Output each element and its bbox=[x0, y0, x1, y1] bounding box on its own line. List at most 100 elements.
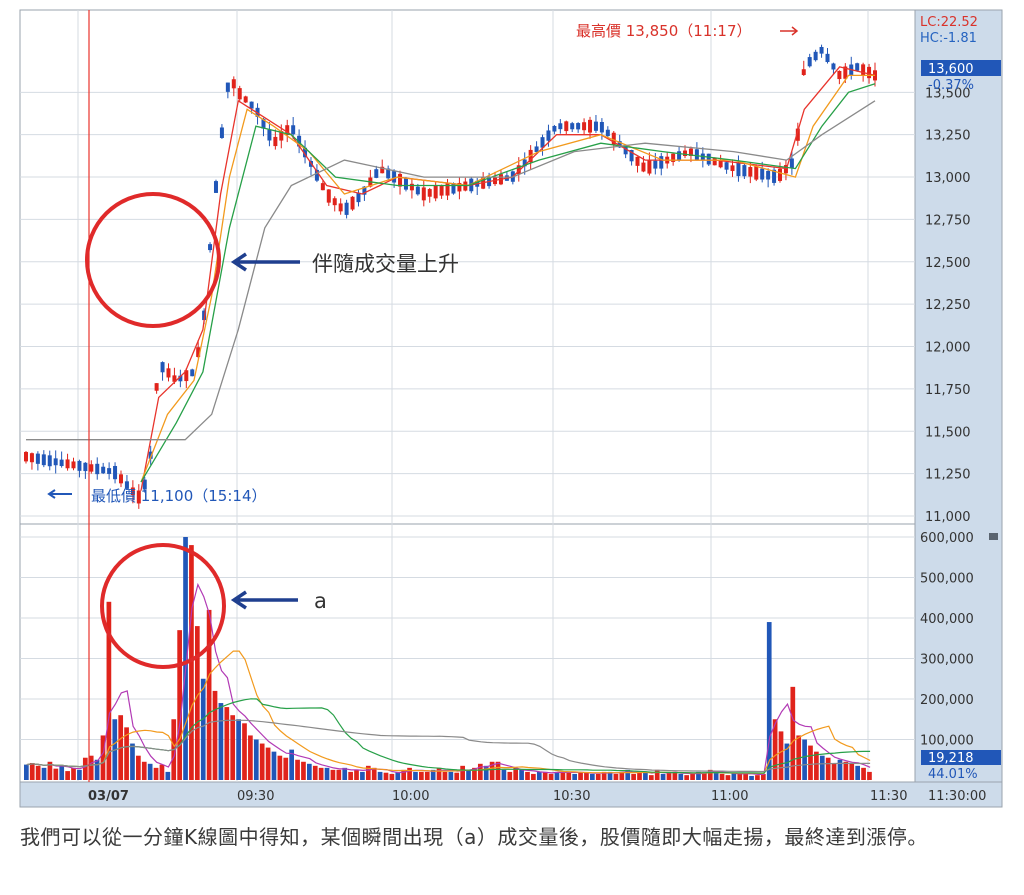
date-label: 03/07 bbox=[88, 789, 129, 804]
candle-body bbox=[671, 153, 676, 162]
high-annotation: 最高價 13,850（11:17） bbox=[576, 22, 751, 40]
candle-body bbox=[629, 150, 634, 162]
candle-body bbox=[683, 150, 688, 156]
candle-body bbox=[540, 137, 545, 148]
candle-body bbox=[398, 173, 403, 187]
candle-body bbox=[706, 153, 711, 165]
volume-bar bbox=[265, 747, 271, 780]
candle-body bbox=[344, 202, 349, 215]
price-tick-label: 12,750 bbox=[925, 213, 971, 228]
candle-body bbox=[273, 136, 278, 147]
chart-svg: 11,000 11,250 11,500 11,750 12,000 12,250 12,5… bbox=[19, 9, 1003, 808]
candle-body bbox=[653, 160, 658, 169]
volume-bar bbox=[749, 775, 754, 780]
candle-body bbox=[338, 203, 343, 212]
volume-bar bbox=[312, 765, 318, 780]
candle-body bbox=[736, 162, 741, 177]
volume-tick-label: 600,000 bbox=[920, 531, 974, 546]
time-tick-label: 11:30 bbox=[870, 789, 907, 804]
volume-bar bbox=[59, 765, 65, 780]
volume-bar bbox=[643, 771, 648, 780]
price-tick-label: 12,000 bbox=[925, 341, 971, 356]
price-change: -0.37% bbox=[928, 78, 974, 93]
volume-bar bbox=[849, 763, 855, 780]
price-tick-label: 13,500 bbox=[925, 86, 971, 101]
volume-bar bbox=[24, 764, 29, 780]
candle-body bbox=[593, 121, 598, 131]
volume-bar bbox=[778, 731, 784, 780]
price-axis: 11,000 11,250 11,500 11,750 12,000 12,250 12,5… bbox=[925, 86, 971, 525]
volume-bar bbox=[454, 772, 460, 780]
volume-bar bbox=[760, 773, 766, 780]
volume-bar bbox=[861, 767, 866, 780]
candle-body bbox=[659, 156, 664, 169]
candle-body bbox=[867, 66, 872, 79]
candle-body bbox=[261, 118, 266, 129]
candle-body bbox=[415, 186, 420, 195]
volume-bar bbox=[702, 772, 707, 780]
volume-bar bbox=[654, 769, 660, 780]
volume-bar bbox=[124, 727, 129, 780]
candle-body bbox=[374, 169, 379, 178]
moving-average-line bbox=[140, 83, 876, 483]
volume-bar bbox=[183, 537, 188, 780]
current-volume: 19,218 bbox=[928, 751, 974, 766]
candle-body bbox=[219, 127, 224, 138]
volume-bar bbox=[165, 771, 171, 780]
candle-body bbox=[754, 166, 759, 180]
volume-bar bbox=[236, 719, 241, 780]
volume-tick-label: 300,000 bbox=[920, 653, 974, 668]
volume-bar bbox=[808, 745, 813, 780]
volume-bar bbox=[283, 757, 289, 780]
volume-bar bbox=[230, 715, 236, 780]
candle-body bbox=[576, 123, 581, 130]
candle-body bbox=[285, 125, 290, 136]
candle-body bbox=[213, 181, 218, 193]
volume-bar bbox=[684, 775, 690, 780]
volume-bar bbox=[660, 773, 666, 780]
candle-body bbox=[588, 119, 593, 133]
candle-body bbox=[546, 130, 551, 141]
time-tick-label: 09:30 bbox=[237, 789, 274, 804]
volume-bar bbox=[719, 773, 725, 780]
volume-bar bbox=[194, 626, 200, 780]
volume-panel bbox=[24, 537, 872, 780]
candle-body bbox=[641, 162, 646, 172]
current-volume-badge bbox=[921, 750, 1001, 765]
volume-bar bbox=[354, 769, 359, 780]
volume-bar bbox=[825, 757, 831, 780]
volume-bar bbox=[430, 769, 436, 780]
candle-body bbox=[172, 375, 177, 382]
volume-bar bbox=[648, 775, 654, 780]
volume-bar bbox=[554, 771, 560, 780]
volume-bar bbox=[631, 773, 636, 780]
volume-bar bbox=[637, 771, 642, 780]
volume-bar bbox=[477, 763, 483, 780]
candle-body bbox=[712, 157, 717, 166]
candle-body bbox=[29, 453, 34, 463]
candle-body bbox=[142, 479, 147, 490]
panel-control-icon[interactable] bbox=[989, 533, 998, 540]
volume-bar bbox=[755, 775, 760, 780]
candle-body bbox=[166, 368, 171, 378]
volume-bar bbox=[436, 767, 442, 780]
candle-body bbox=[243, 96, 248, 103]
highlight-circle-volume bbox=[100, 543, 226, 669]
candle-body bbox=[819, 46, 824, 54]
candle-body bbox=[297, 135, 302, 147]
volume-bar bbox=[790, 686, 796, 780]
volume-bar bbox=[77, 769, 82, 780]
volume-bar bbox=[271, 751, 277, 780]
stock-chart: 11,000 11,250 11,500 11,750 12,000 12,250 12,5… bbox=[19, 9, 1003, 808]
volume-bar bbox=[819, 755, 825, 780]
volume-bar bbox=[147, 763, 153, 780]
candle-body bbox=[208, 244, 213, 251]
time-tick-label: 10:00 bbox=[392, 789, 429, 804]
volume-axis: 600,000 500,000 400,000 300,000 200,000 100,0… bbox=[920, 531, 974, 749]
low-arrow-icon bbox=[47, 489, 72, 499]
candle-body bbox=[837, 70, 842, 80]
volume-average-line bbox=[26, 719, 871, 773]
volume-bar bbox=[772, 719, 778, 780]
volume-bar bbox=[855, 765, 861, 780]
volume-bar bbox=[625, 769, 631, 780]
